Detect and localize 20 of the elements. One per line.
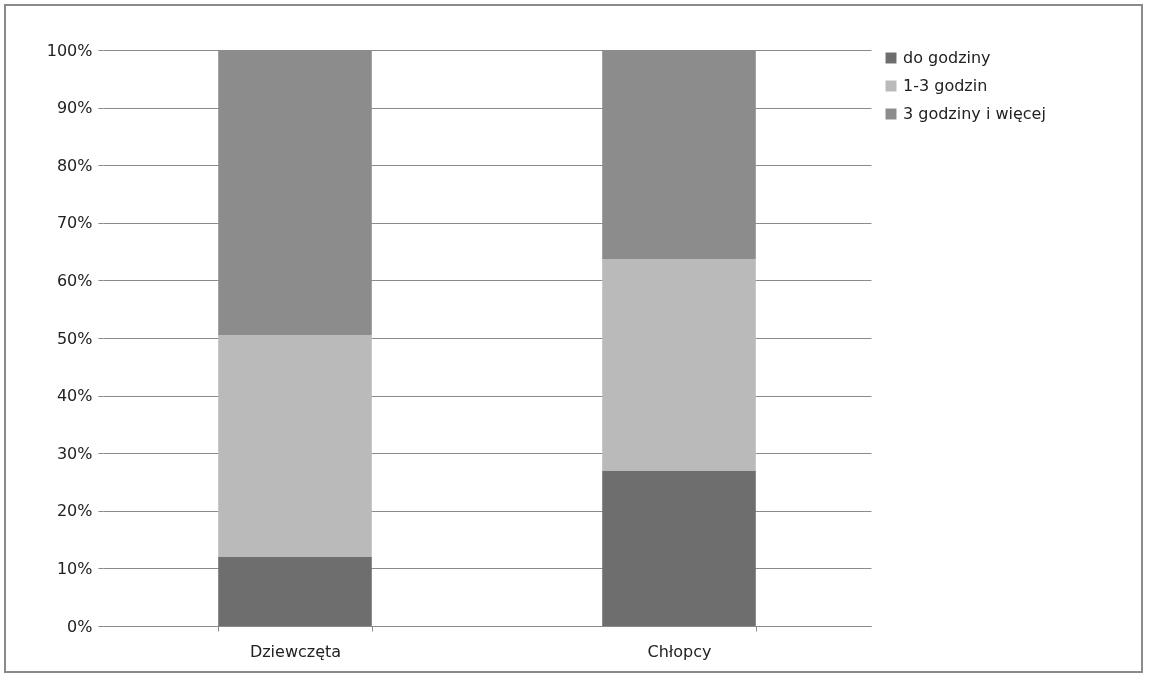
x-tick-label: Chłopcy xyxy=(647,641,712,661)
y-tick-label: 40% xyxy=(56,386,93,406)
bar xyxy=(218,556,372,626)
y-tick-label: 80% xyxy=(56,155,93,175)
y-tick-label: 100% xyxy=(46,40,93,60)
y-tick-label: 60% xyxy=(56,270,93,290)
bar xyxy=(602,470,756,626)
y-tick-label: 0% xyxy=(67,616,93,636)
y-tick-label: 10% xyxy=(56,558,93,578)
bar xyxy=(218,335,372,557)
legend-label: 1-3 godzin xyxy=(903,76,988,95)
legend-label: 3 godziny i więcej xyxy=(903,104,1046,123)
y-tick-label: 30% xyxy=(56,443,93,463)
x-tick-label: Dziewczęta xyxy=(249,641,342,661)
y-tick-label: 20% xyxy=(56,501,93,521)
legend-label: do godziny xyxy=(903,48,991,67)
y-tick-label: 50% xyxy=(56,328,93,348)
y-tick-label: 70% xyxy=(56,213,93,233)
bar xyxy=(602,259,756,471)
y-tick-label: 90% xyxy=(56,98,93,118)
